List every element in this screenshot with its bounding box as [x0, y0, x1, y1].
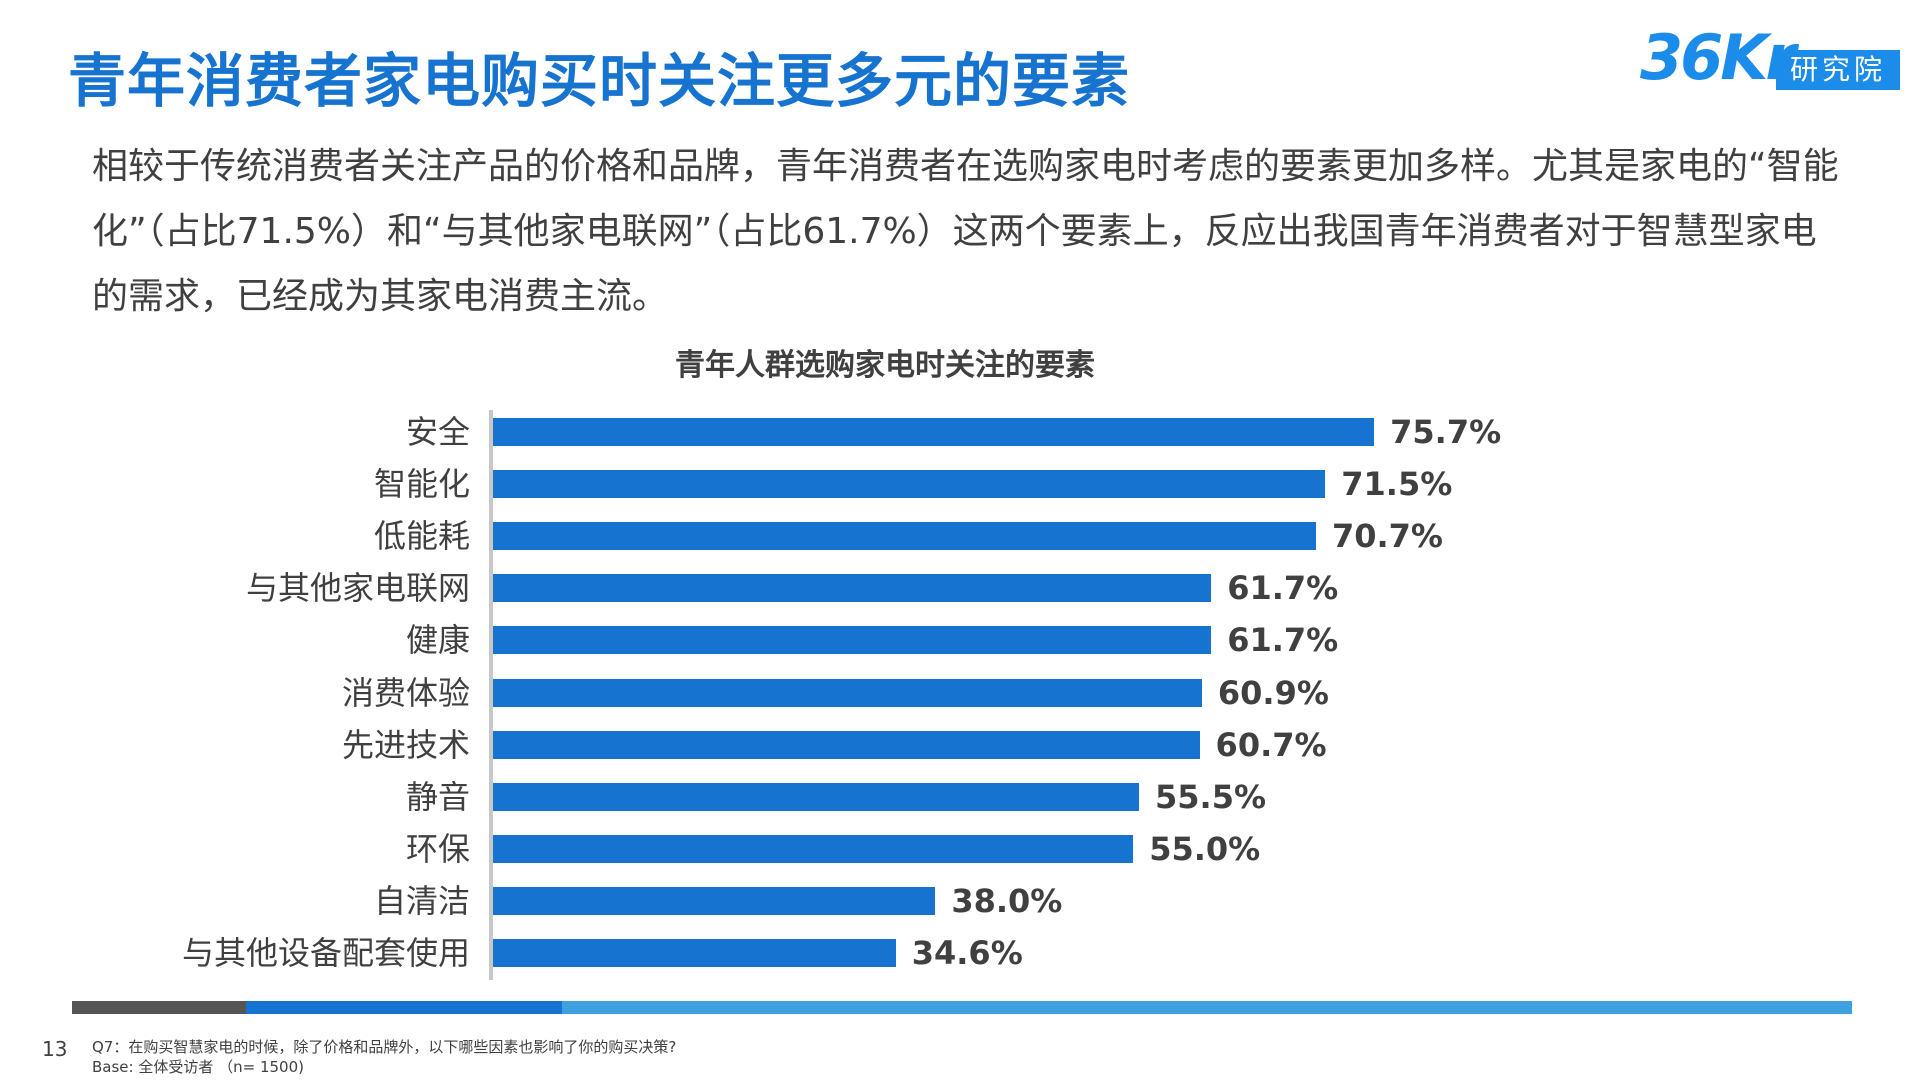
value-label: 38.0%: [951, 881, 1063, 920]
bar: [493, 574, 1212, 603]
category-label: 智能化: [373, 465, 470, 504]
bar: [493, 522, 1316, 551]
brand-logo: 36Kr 研究院: [1640, 18, 1900, 98]
bar: [493, 834, 1134, 863]
value-label: 75.7%: [1390, 413, 1502, 451]
footer-bar-light: [562, 1001, 1852, 1014]
value-label: 34.6%: [911, 934, 1023, 972]
survey-base-note: Base: 全体受访者 （n= 1500): [92, 1058, 304, 1076]
value-label: 61.7%: [1227, 569, 1339, 608]
category-label: 安全: [405, 413, 470, 451]
page-number: 13: [42, 1037, 68, 1061]
bar: [493, 886, 936, 915]
value-label: 55.5%: [1155, 777, 1267, 816]
value-label: 71.5%: [1341, 465, 1453, 504]
category-label: 静音: [405, 777, 470, 816]
value-label: 55.0%: [1149, 829, 1261, 868]
category-label: 与其他设备配套使用: [181, 934, 470, 972]
footer-bar-blue: [246, 1001, 562, 1014]
category-label: 先进技术: [341, 725, 470, 764]
chart-axis-line: [489, 410, 493, 980]
bar: [493, 939, 896, 967]
value-label: 70.7%: [1331, 517, 1443, 556]
bar: [493, 418, 1375, 446]
logo-wordmark: 36Kr: [1640, 21, 1796, 94]
chart-title: 青年人群选购家电时关注的要素: [675, 348, 1095, 383]
bar: [493, 626, 1212, 655]
category-label: 消费体验: [341, 673, 470, 712]
page-title: 青年消费者家电购买时关注更多元的要素: [68, 47, 1131, 115]
bar: [493, 730, 1200, 759]
bar: [493, 678, 1202, 707]
survey-question-note: Q7：在购买智慧家电的时候，除了价格和品牌外，以下哪些因素也影响了你的购买决策?: [92, 1038, 677, 1056]
category-label: 环保: [405, 829, 470, 868]
footer-bar-dark: [72, 1001, 246, 1014]
intro-paragraph: 相较于传统消费者关注产品的价格和品牌，青年消费者在选购家电时考虑的要素更加多样。…: [92, 146, 1839, 317]
category-label: 健康: [405, 621, 470, 660]
value-label: 61.7%: [1227, 621, 1339, 660]
bar-chart: 青年人群选购家电时关注的要素 安全 75.7% 智能化 71.5% 低能耗 70.7% 与其…: [0, 340, 1920, 980]
value-label: 60.7%: [1215, 725, 1327, 764]
category-label: 低能耗: [373, 517, 470, 556]
value-label: 60.9%: [1217, 673, 1329, 712]
category-label: 与其他家电联网: [245, 569, 470, 608]
bar: [493, 782, 1140, 811]
bar: [493, 470, 1326, 499]
logo-badge: 研究院: [1776, 50, 1900, 90]
category-label: 自清洁: [373, 881, 470, 920]
